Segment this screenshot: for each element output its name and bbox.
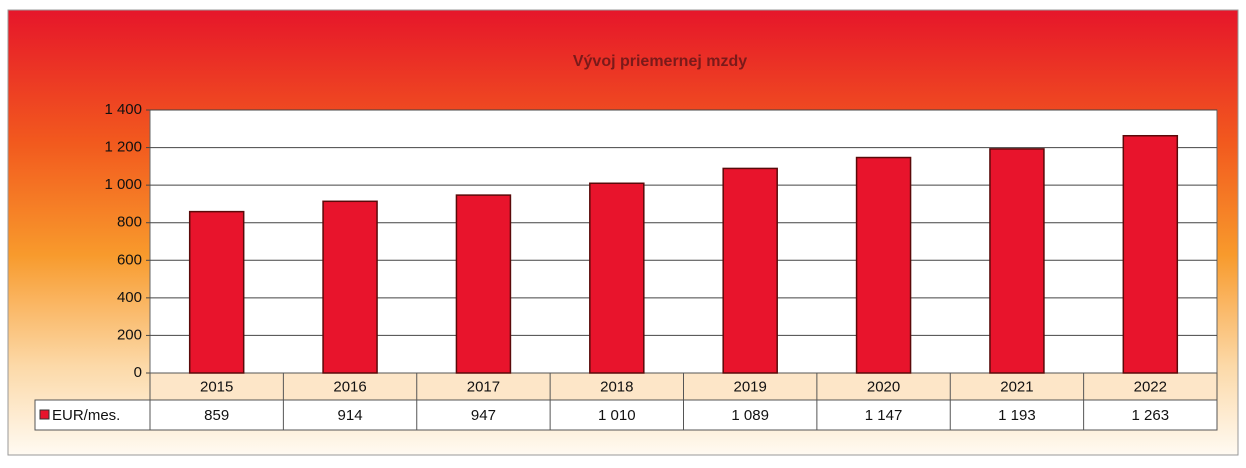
bar	[589, 182, 645, 374]
x-tick-label: 2017	[467, 378, 500, 395]
value-label: 914	[338, 407, 363, 424]
y-tick-label: 200	[117, 326, 142, 343]
chart-title: Vývoj priemernej mzdy	[573, 53, 747, 70]
x-tick-label: 2018	[600, 378, 633, 395]
y-tick-label: 800	[117, 214, 142, 231]
legend-swatch	[39, 409, 50, 420]
x-tick-label: 2021	[1000, 378, 1033, 395]
bar	[722, 167, 778, 374]
value-label: 1 263	[1132, 407, 1170, 424]
value-label: 1 193	[998, 407, 1036, 424]
value-label: 947	[471, 407, 496, 424]
x-tick-label: 2020	[867, 378, 900, 395]
value-label: 859	[204, 407, 229, 424]
value-label: 1 147	[865, 407, 903, 424]
bar	[855, 156, 912, 374]
y-tick-label: 0	[134, 364, 142, 381]
x-tick-label: 2016	[333, 378, 366, 395]
table-row	[34, 399, 1218, 431]
y-tick-label: 1 000	[104, 176, 142, 193]
x-tick-label: 2015	[200, 378, 233, 395]
y-tick-label: 1 400	[104, 101, 142, 118]
value-label: 1 089	[731, 407, 769, 424]
bar	[989, 148, 1045, 374]
y-tick-label: 600	[117, 251, 142, 268]
y-tick-label: 1 200	[104, 139, 142, 156]
bar	[188, 210, 245, 374]
y-tick-label: 400	[117, 289, 142, 306]
x-tick-label: 2019	[734, 378, 767, 395]
bar	[322, 200, 378, 374]
value-label: 1 010	[598, 407, 636, 424]
bar	[1122, 134, 1179, 374]
plot-area	[149, 109, 1218, 374]
x-tick-label: 2022	[1134, 378, 1167, 395]
bar	[455, 194, 512, 374]
legend-label: EUR/mes.	[52, 407, 120, 424]
